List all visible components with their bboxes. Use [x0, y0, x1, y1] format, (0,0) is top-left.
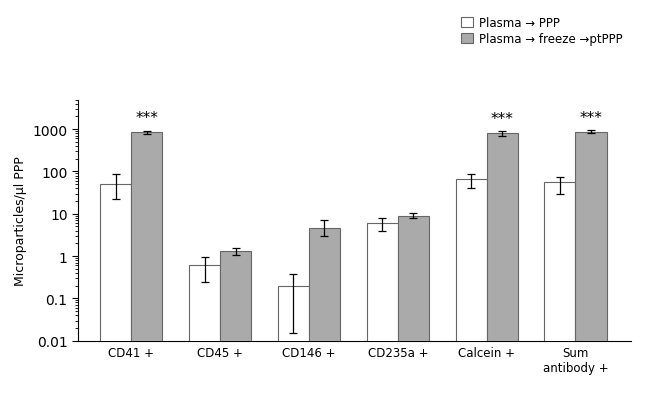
Bar [575, 132, 606, 401]
Bar [220, 251, 251, 401]
Text: ***: *** [135, 111, 159, 126]
Text: ***: *** [580, 110, 603, 126]
Bar [189, 266, 220, 401]
Legend: Plasma → PPP, Plasma → freeze →ptPPP: Plasma → PPP, Plasma → freeze →ptPPP [458, 15, 625, 48]
Bar [278, 286, 309, 401]
Bar [131, 133, 162, 401]
Bar [309, 229, 340, 401]
Bar [456, 180, 487, 401]
Bar [100, 185, 131, 401]
Bar [487, 134, 517, 401]
Bar [544, 183, 575, 401]
Bar [367, 224, 398, 401]
Bar [398, 216, 429, 401]
Y-axis label: Microparticles/µl PPP: Microparticles/µl PPP [14, 156, 27, 285]
Text: ***: *** [491, 111, 514, 126]
